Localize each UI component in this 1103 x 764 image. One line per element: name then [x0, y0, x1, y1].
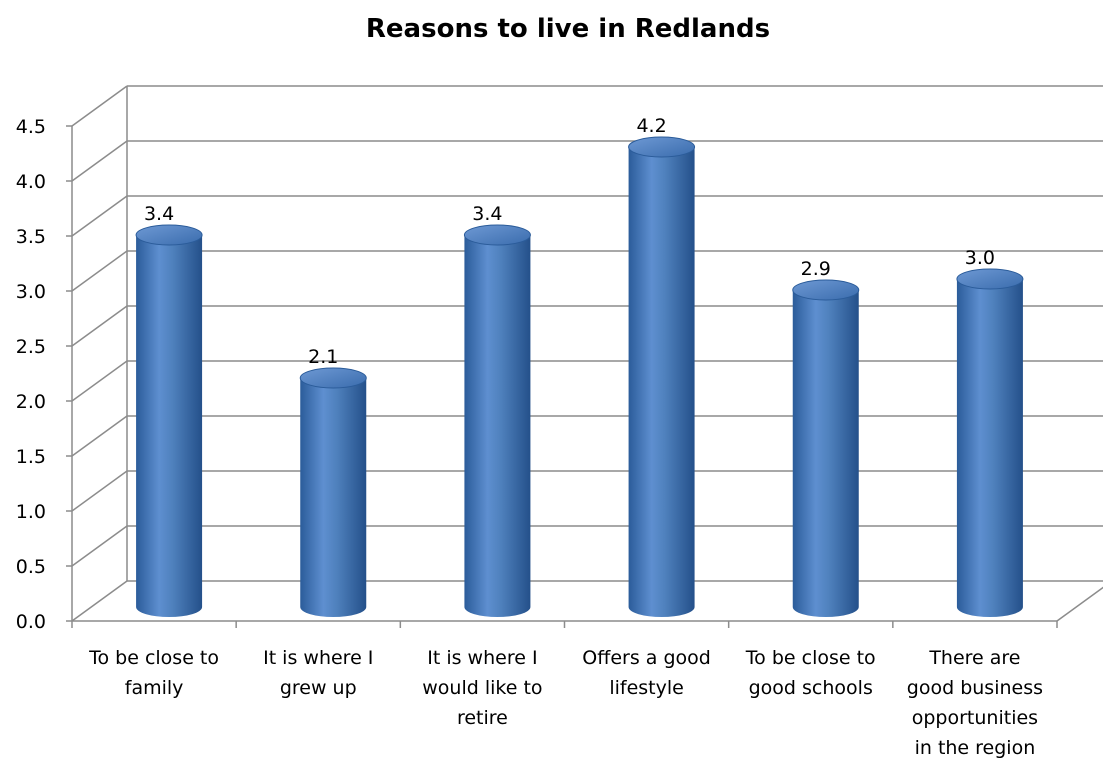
floor-edge [1056, 586, 1103, 622]
bar-body [300, 378, 367, 617]
category-label: There are [928, 647, 1020, 669]
bar [792, 279, 860, 617]
y-tick-label: 3.0 [16, 281, 46, 303]
data-label: 3.4 [144, 203, 174, 225]
bar-top [956, 268, 1024, 290]
y-tick-label: 3.5 [16, 226, 46, 248]
y-tick-label: 2.0 [16, 391, 46, 413]
category-label: To be close to [745, 647, 876, 669]
side-wall-line [71, 580, 128, 622]
data-label: 2.1 [308, 346, 338, 368]
bar-top [299, 367, 367, 389]
category-label: grew up [280, 677, 357, 699]
category-label: good business [907, 677, 1043, 699]
data-label: 3.0 [965, 247, 995, 269]
category-label: It is where I [427, 647, 537, 669]
data-label: 4.2 [636, 115, 666, 137]
side-wall-line [71, 360, 128, 402]
category-label: To be close to [88, 647, 219, 669]
bar [463, 224, 531, 617]
bar-body [628, 147, 695, 617]
bar [956, 268, 1024, 617]
data-label: 2.9 [801, 258, 831, 280]
side-wall-line [71, 140, 128, 182]
bar-top [463, 224, 531, 246]
bar [628, 136, 696, 617]
category-label: good schools [749, 677, 873, 699]
y-tick-label: 1.0 [16, 501, 46, 523]
bar-body [792, 290, 859, 617]
category-label: in the region [915, 737, 1036, 759]
y-tick-label: 0.5 [16, 556, 46, 578]
data-labels: 3.4 2.1 3.4 4.2 2.9 3.0 [144, 115, 995, 368]
side-wall-line [71, 250, 128, 292]
category-label: would like to [422, 677, 542, 699]
category-label: It is where I [263, 647, 373, 669]
side-wall-line [71, 470, 128, 512]
bar-body [464, 235, 531, 617]
bar-top [628, 136, 696, 158]
category-label: lifestyle [609, 677, 684, 699]
category-label: opportunities [912, 707, 1038, 729]
bars [135, 136, 1024, 617]
category-label: Offers a good [582, 647, 711, 669]
side-wall-line [71, 85, 128, 127]
data-label: 3.4 [472, 203, 502, 225]
bar-body [136, 235, 203, 617]
y-axis-tick-labels: 0.0 0.5 1.0 1.5 2.0 2.5 3.0 3.5 4.0 4.5 [16, 116, 46, 633]
category-label: family [125, 677, 184, 699]
bar [135, 224, 203, 617]
y-tick-label: 4.5 [16, 116, 46, 138]
chart-title: Reasons to live in Redlands [366, 14, 770, 44]
bar [299, 367, 367, 617]
x-axis-category-labels: To be close to family It is where I grew up… [88, 647, 1043, 759]
axes [66, 86, 1103, 628]
y-tick-label: 4.0 [16, 171, 46, 193]
category-label: retire [457, 707, 508, 729]
side-wall-line [71, 415, 128, 457]
y-tick-label: 0.0 [16, 611, 46, 633]
side-wall-line [71, 195, 128, 237]
side-wall-line [71, 525, 128, 567]
bar-top [135, 224, 203, 246]
bar-body [956, 279, 1023, 617]
bar-top [792, 279, 860, 301]
gridlines [71, 85, 1103, 622]
y-tick-label: 1.5 [16, 446, 46, 468]
side-wall-line [71, 305, 128, 347]
y-tick-label: 2.5 [16, 336, 46, 358]
